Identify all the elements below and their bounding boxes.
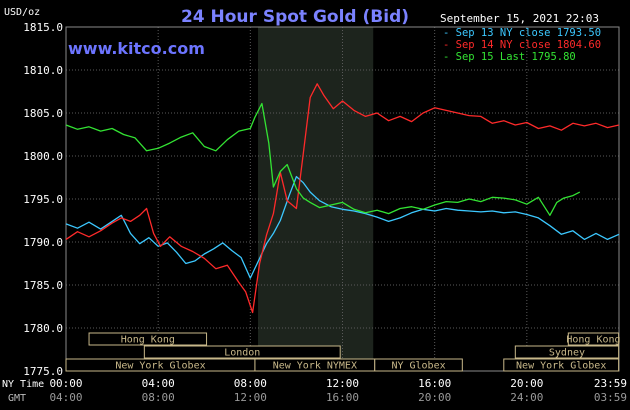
legend: - Sep 13 NY close 1793.50- Sep 14 NY clo… <box>443 27 601 63</box>
x-tick-label-ny: 23:59 <box>594 377 627 390</box>
x-tick-label-ny: 04:00 <box>142 377 175 390</box>
x-tick-label-gmt: 16:00 <box>326 391 359 404</box>
y-tick-label: 1800.0 <box>23 150 63 163</box>
market-session-label: New York NYMEX <box>273 361 357 372</box>
chart-title: 24 Hour Spot Gold (Bid) <box>181 7 409 27</box>
market-session-label: Sydney <box>549 348 585 359</box>
units-label: USD/oz <box>4 7 40 18</box>
timestamp: September 15, 2021 22:03 <box>440 12 599 25</box>
y-tick-label: 1795.0 <box>23 193 63 206</box>
x-tick-label-ny: 12:00 <box>326 377 359 390</box>
x-tick-label-gmt: 04:00 <box>49 391 82 404</box>
market-session-label: New York Globex <box>115 361 205 372</box>
plot-area: 1815.0 1810.0 1805.0 1800.0 1795.0 1790.0 1785… <box>23 21 620 378</box>
market-session-box <box>567 332 620 346</box>
market-session-label: NY Globex <box>391 361 445 372</box>
y-tick-label: 1780.0 <box>23 322 63 335</box>
y-tick-label: 1790.0 <box>23 236 63 249</box>
x-tick-label-ny: 08:00 <box>234 377 267 390</box>
x-tick-label-gmt: 24:00 <box>510 391 543 404</box>
y-tick-label: 1810.0 <box>23 64 63 77</box>
x-tick-label-ny: 00:00 <box>49 377 82 390</box>
x-tick-label-ny: 20:00 <box>510 377 543 390</box>
legend-entry: - Sep 15 Last 1795.80 <box>443 51 576 63</box>
market-session-label: New York Globex <box>516 361 606 372</box>
x-axis-label-ny: NY Time <box>2 379 44 390</box>
market-session-box <box>143 345 341 359</box>
market-session-label: Hong Kong <box>566 335 620 346</box>
watermark: www.kitco.com <box>68 39 205 58</box>
series-line <box>65 83 620 314</box>
series-line <box>65 102 581 216</box>
market-session-box <box>88 332 208 346</box>
market-session-label: London <box>224 348 260 359</box>
x-axis-label-gmt: GMT <box>8 393 26 404</box>
x-tick-label-gmt: 20:00 <box>418 391 451 404</box>
y-tick-label: 1815.0 <box>23 21 63 34</box>
x-tick-label-gmt: 08:00 <box>142 391 175 404</box>
market-session-label: Hong Kong <box>121 335 175 346</box>
y-tick-label: 1785.0 <box>23 279 63 292</box>
legend-entry: - Sep 14 NY close 1804.60 <box>443 39 601 51</box>
market-session-box <box>514 345 620 359</box>
market-session-box <box>374 358 463 372</box>
market-session-box <box>503 358 620 372</box>
market-sessions: Hong Kong Hong Kong Sydney London New York G… <box>65 332 621 372</box>
legend-entry: - Sep 13 NY close 1793.50 <box>443 27 601 39</box>
series-line <box>65 175 620 279</box>
x-tick-label-ny: 16:00 <box>418 377 451 390</box>
x-axis: NY TimeGMT00:0004:0004:0008:0008:0012:00… <box>2 377 627 404</box>
x-tick-label-gmt: 03:59 <box>594 391 627 404</box>
y-tick-label: 1805.0 <box>23 107 63 120</box>
y-tick-label: 1775.0 <box>23 365 63 378</box>
x-tick-label-gmt: 12:00 <box>234 391 267 404</box>
